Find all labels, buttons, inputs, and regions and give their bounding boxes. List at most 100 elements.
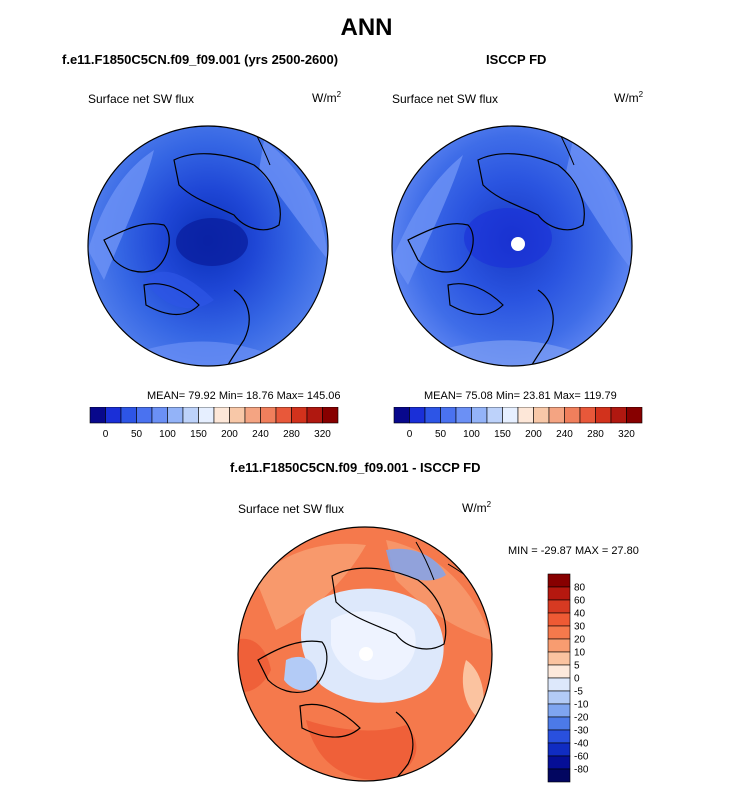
model-panel-header: f.e11.F1850C5CN.f09_f09.001 (yrs 2500-26… [62, 52, 339, 67]
obs-colorbar-swatch [610, 407, 627, 424]
obs-colorbar-swatch [533, 407, 550, 424]
diff-colorbar-swatch [547, 573, 571, 588]
diff-colorbar-swatch [547, 716, 571, 731]
diff-colorbar-swatch [547, 664, 571, 679]
model-unit-label: W/m2 [312, 90, 342, 105]
model-colorbar-swatch [229, 407, 246, 424]
model-colorbar-tick-label: 150 [190, 429, 207, 439]
diff-colorbar-tick-label: 60 [574, 596, 586, 607]
diff-unit-label: W/m2 [462, 500, 492, 515]
obs-colorbar-swatch [424, 407, 441, 424]
diff-panel-header: f.e11.F1850C5CN.f09_f09.001 - ISCCP FD [230, 460, 481, 475]
obs-colorbar-swatch [548, 407, 565, 424]
obs-colorbar-swatch [440, 407, 457, 424]
model-colorbar-swatch [167, 407, 184, 424]
model-colorbar-swatch [322, 407, 339, 424]
diff-missing-pole-marker [359, 647, 373, 661]
obs-colorbar-swatch [517, 407, 534, 424]
diff-field-contour [284, 656, 317, 691]
diff-colorbar-tick-label: -80 [574, 765, 589, 776]
diff-colorbar-tick-label: -40 [574, 739, 589, 750]
diff-coastline [331, 567, 447, 650]
diff-colorbar-swatch [547, 638, 571, 653]
diff-colorbar-tick-label: 5 [574, 661, 580, 672]
diff-coastline [257, 640, 328, 693]
obs-colorbar-swatch [595, 407, 612, 424]
model-colorbar-tick-label: 0 [103, 429, 109, 439]
diff-variable-label: Surface net SW flux [238, 502, 345, 516]
diff-colorbar-swatch [547, 703, 571, 718]
diff-colorbar-swatch [547, 651, 571, 666]
obs-colorbar-swatch [579, 407, 596, 424]
diff-field-contour [331, 611, 416, 680]
diff-field-contour [462, 660, 484, 720]
model-colorbar-swatch [151, 407, 168, 424]
model-colorbar-tick-label: 280 [283, 429, 300, 439]
model-coastline [218, 289, 250, 366]
diff-coastline [299, 703, 361, 738]
model-colorbar-swatch [291, 407, 308, 424]
diff-colorbar-swatch [547, 612, 571, 627]
diff-colorbar-swatch [547, 599, 571, 614]
obs-colorbar-tick-label: 150 [494, 429, 511, 439]
diff-stats-label: MIN = -29.87 MAX = 27.80 [508, 545, 639, 557]
obs-coastline [407, 223, 474, 273]
obs-stats-label: MEAN= 75.08 Min= 23.81 Max= 119.79 [424, 390, 617, 402]
obs-colorbar: 0 50 100 150 200 240 280 320 [393, 407, 643, 439]
obs-map-border [391, 125, 633, 367]
model-colorbar-tick-label: 100 [159, 429, 176, 439]
obs-colorbar-swatch [471, 407, 488, 424]
model-coastline [173, 153, 281, 231]
obs-colorbar-swatch [564, 407, 581, 424]
diff-colorbar-tick-label: 10 [574, 648, 586, 659]
model-colorbar-swatch [275, 407, 292, 424]
model-field-contour [88, 150, 154, 280]
diff-field-contour [256, 543, 366, 630]
model-colorbar-swatch [105, 407, 122, 424]
diff-coastline [383, 711, 414, 781]
obs-colorbar-tick-label: 100 [463, 429, 480, 439]
obs-colorbar-tick-label: 320 [618, 429, 635, 439]
obs-colorbar-tick-label: 50 [435, 429, 447, 439]
obs-colorbar-tick-label: 240 [556, 429, 573, 439]
diff-colorbar-tick-label: 20 [574, 635, 586, 646]
obs-variable-label: Surface net SW flux [392, 92, 499, 106]
obs-colorbar-tick-label: 280 [587, 429, 604, 439]
model-variable-label: Surface net SW flux [88, 92, 195, 106]
diff-colorbar-tick-label: -60 [574, 752, 589, 763]
diff-colorbar: 80 60 40 30 20 10 5 0 -5 -10 -20 -30 -40 -60 -80 [547, 573, 589, 783]
diff-colorbar-tick-label: 0 [574, 674, 580, 685]
model-colorbar-tick-label: 200 [221, 429, 238, 439]
main-title: ANN [340, 14, 393, 41]
model-colorbar-swatch [136, 407, 153, 424]
diff-colorbar-swatch [547, 690, 571, 705]
diff-field-contour [238, 638, 271, 692]
diff-colorbar-swatch [547, 586, 571, 601]
diff-colorbar-tick-label: -20 [574, 713, 589, 724]
diff-colorbar-swatch [547, 768, 571, 783]
obs-coastline [477, 153, 585, 231]
model-colorbar-swatch [198, 407, 215, 424]
diff-map-border [237, 526, 493, 782]
model-colorbar-swatch [306, 407, 323, 424]
obs-field-contour [392, 155, 463, 285]
diff-polar-map [237, 526, 493, 782]
diff-colorbar-swatch [547, 677, 571, 692]
obs-polar-map [391, 125, 633, 367]
obs-coastline [447, 283, 504, 315]
model-colorbar-tick-label: 320 [314, 429, 331, 439]
obs-panel-header: ISCCP FD [486, 52, 547, 67]
obs-colorbar-tick-label: 200 [525, 429, 542, 439]
obs-colorbar-swatch [486, 407, 503, 424]
obs-colorbar-swatch [455, 407, 472, 424]
model-colorbar-swatch [244, 407, 261, 424]
model-colorbar-swatch [89, 407, 106, 424]
obs-colorbar-swatch [393, 407, 410, 424]
obs-colorbar-swatch [502, 407, 519, 424]
diff-colorbar-tick-label: 30 [574, 622, 586, 633]
model-stats-label: MEAN= 79.92 Min= 18.76 Max= 145.06 [147, 390, 341, 402]
obs-unit-label: W/m2 [614, 90, 644, 105]
model-colorbar-tick-label: 240 [252, 429, 269, 439]
model-field-contour [176, 218, 248, 266]
model-colorbar-swatch [213, 407, 230, 424]
